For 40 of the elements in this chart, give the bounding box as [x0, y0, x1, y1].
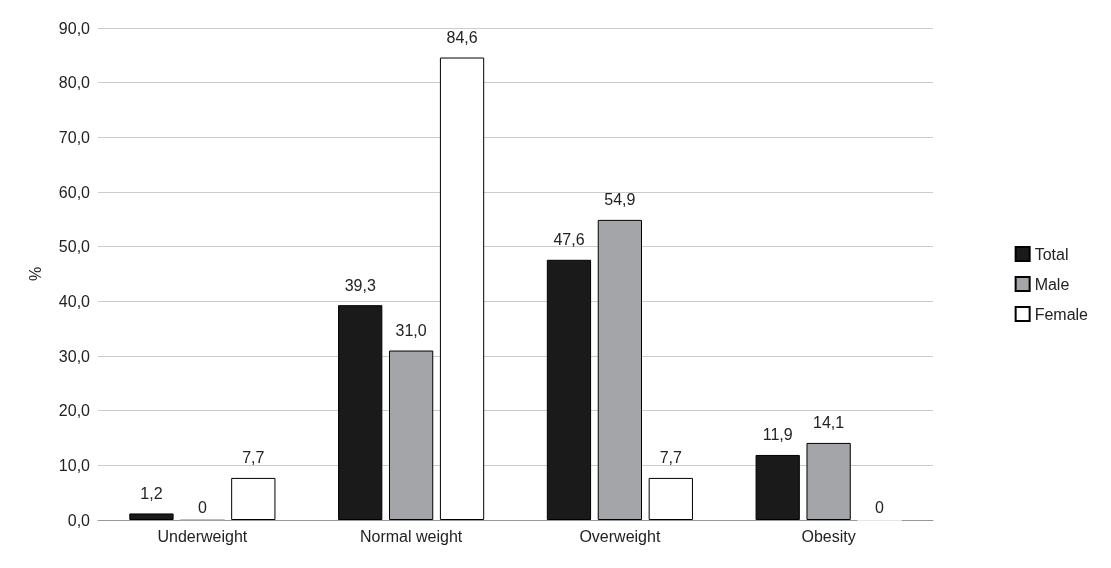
legend-label: Female: [1034, 305, 1089, 323]
bar: [806, 442, 851, 520]
x-tick-label: Overweight: [579, 527, 661, 545]
bar: [231, 477, 276, 520]
bar: [648, 477, 693, 520]
legend-label: Male: [1034, 275, 1070, 293]
data-label: 7,7: [659, 449, 683, 467]
bar: [755, 454, 800, 520]
y-tick-label: 60,0: [58, 183, 91, 201]
data-label: 0: [197, 499, 207, 516]
y-tick-label: 80,0: [58, 74, 91, 92]
y-tick-label: 10,0: [58, 456, 91, 474]
y-tick-label: 0,0: [67, 511, 91, 529]
data-label: 47,6: [553, 231, 585, 249]
y-tick-label: 20,0: [58, 402, 91, 420]
y-tick-label: 50,0: [58, 238, 91, 256]
x-tick-label: Normal weight: [359, 527, 463, 545]
data-label: 14,1: [813, 414, 845, 432]
bar: [546, 259, 592, 520]
data-label: 0: [875, 499, 885, 516]
y-tick-label: 30,0: [58, 347, 91, 365]
data-label: 1,2: [140, 484, 163, 502]
data-label: 84,6: [446, 29, 478, 47]
x-tick-label: Obesity: [801, 527, 856, 545]
y-axis-title: %: [26, 266, 44, 282]
y-tick-label: 40,0: [58, 292, 91, 310]
bar: [388, 350, 434, 520]
bar: [129, 513, 174, 520]
y-tick-label: 70,0: [58, 128, 91, 146]
bar: [597, 219, 643, 520]
data-label: 11,9: [762, 426, 793, 444]
y-tick-label: 90,0: [58, 19, 91, 37]
bar: [439, 57, 485, 520]
data-label: 39,3: [344, 276, 376, 294]
data-label: 31,0: [395, 322, 427, 340]
data-label: 54,9: [604, 191, 636, 209]
bar: [338, 305, 383, 520]
x-tick-label: Underweight: [157, 527, 248, 545]
legend-label: Total: [1034, 245, 1069, 263]
data-label: 7,7: [242, 449, 265, 467]
